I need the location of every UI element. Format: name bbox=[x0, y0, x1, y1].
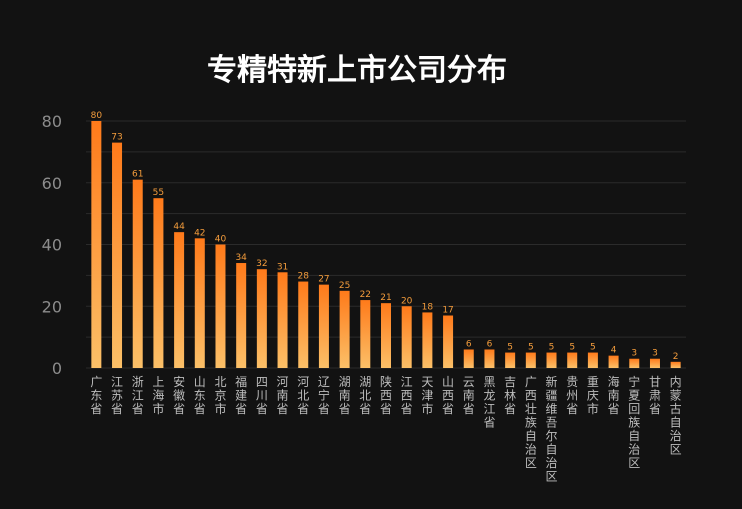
data-label: 5 bbox=[590, 343, 596, 353]
bar bbox=[670, 361, 681, 368]
x-tick-label: 河北省 bbox=[297, 375, 309, 416]
data-label: 44 bbox=[173, 222, 185, 232]
data-label: 3 bbox=[652, 349, 658, 359]
x-tick-label: 甘肃省 bbox=[649, 375, 661, 416]
bar bbox=[505, 352, 516, 368]
x-tick-label: 内蒙古自治区 bbox=[670, 375, 682, 457]
grid-lines bbox=[86, 120, 686, 369]
x-tick-label: 云南省 bbox=[463, 375, 475, 416]
bar bbox=[587, 352, 598, 368]
bar bbox=[484, 349, 495, 368]
data-label: 42 bbox=[194, 228, 205, 238]
bar bbox=[360, 300, 371, 368]
x-tick-label: 广东省 bbox=[90, 375, 102, 416]
x-tick-label: 贵州省 bbox=[566, 375, 578, 416]
data-label: 5 bbox=[569, 343, 575, 353]
data-label: 73 bbox=[111, 133, 122, 143]
bar bbox=[381, 303, 391, 368]
data-label: 4 bbox=[611, 346, 617, 356]
x-tick-label: 浙江省 bbox=[132, 375, 144, 416]
x-tick-label: 海南省 bbox=[608, 374, 620, 416]
x-tick-label: 黑龙江省 bbox=[483, 375, 495, 430]
y-tick-label: 80 bbox=[42, 112, 62, 131]
bar bbox=[649, 358, 660, 368]
x-tick-label: 四川省 bbox=[256, 375, 268, 416]
x-tick-label: 新疆维吾尔自治区 bbox=[546, 374, 558, 484]
bar bbox=[629, 358, 640, 368]
bar bbox=[174, 232, 185, 368]
data-label: 2 bbox=[673, 352, 679, 362]
data-label: 6 bbox=[487, 339, 493, 349]
data-label: 32 bbox=[256, 259, 267, 269]
data-label: 18 bbox=[422, 302, 434, 312]
y-tick-label: 60 bbox=[42, 174, 62, 193]
x-tick-label: 山东省 bbox=[194, 375, 206, 416]
x-tick-label: 江西省 bbox=[401, 375, 413, 416]
data-label: 27 bbox=[318, 275, 329, 285]
bar bbox=[277, 272, 288, 368]
x-tick-label: 宁夏回族自治区 bbox=[628, 374, 640, 470]
x-tick-label: 陕西省 bbox=[380, 374, 392, 416]
y-tick-label: 40 bbox=[42, 236, 62, 255]
y-axis-ticks: 0 20 40 60 80 bbox=[42, 112, 62, 378]
x-tick-label: 江苏省 bbox=[111, 375, 123, 416]
data-label: 80 bbox=[91, 111, 103, 121]
x-tick-label: 天津市 bbox=[421, 375, 433, 416]
data-label: 17 bbox=[442, 306, 453, 316]
data-label: 5 bbox=[549, 343, 555, 353]
data-label: 55 bbox=[153, 188, 164, 198]
bars bbox=[91, 121, 681, 368]
bar bbox=[546, 352, 557, 368]
bar bbox=[215, 244, 226, 368]
chart-title: 专精特新上市公司分布 bbox=[207, 53, 507, 88]
data-label: 21 bbox=[380, 293, 391, 303]
data-label: 25 bbox=[339, 281, 350, 291]
data-label: 5 bbox=[507, 343, 513, 353]
bar bbox=[132, 179, 143, 368]
data-label: 20 bbox=[401, 296, 413, 306]
bar bbox=[112, 142, 123, 368]
x-tick-label: 辽宁省 bbox=[318, 375, 330, 416]
bar bbox=[91, 121, 102, 368]
bar bbox=[401, 306, 412, 368]
y-tick-label: 0 bbox=[52, 359, 62, 378]
x-tick-label: 安徽省 bbox=[173, 374, 185, 416]
data-label: 22 bbox=[360, 290, 371, 300]
x-tick-label: 上海市 bbox=[152, 375, 164, 416]
bar bbox=[339, 290, 350, 368]
x-tick-label: 北京市 bbox=[214, 375, 226, 416]
bar bbox=[256, 269, 267, 368]
x-tick-label: 福建省 bbox=[235, 374, 247, 416]
bar bbox=[463, 349, 474, 368]
bar bbox=[525, 352, 536, 368]
bar bbox=[194, 238, 205, 368]
data-label: 40 bbox=[215, 235, 227, 245]
x-tick-label: 广西壮族自治区 bbox=[525, 375, 537, 470]
x-tick-label: 湖南省 bbox=[339, 374, 351, 416]
bar bbox=[608, 355, 619, 368]
x-axis-labels: 广东省江苏省浙江省上海市安徽省山东省北京市福建省四川省河南省河北省辽宁省湖南省湖… bbox=[90, 374, 681, 484]
data-label: 5 bbox=[528, 343, 534, 353]
x-tick-label: 山西省 bbox=[442, 375, 454, 416]
bar bbox=[422, 312, 433, 368]
x-tick-label: 河南省 bbox=[277, 375, 289, 416]
y-tick-label: 20 bbox=[42, 297, 62, 316]
x-tick-label: 吉林省 bbox=[504, 375, 516, 416]
bar bbox=[443, 315, 454, 368]
bar bbox=[318, 284, 329, 368]
bar bbox=[298, 281, 309, 368]
data-label: 61 bbox=[132, 170, 143, 180]
x-tick-label: 重庆市 bbox=[587, 375, 599, 416]
bar bbox=[567, 352, 578, 368]
data-label: 6 bbox=[466, 339, 472, 349]
data-label: 34 bbox=[235, 253, 247, 263]
bar bbox=[153, 198, 164, 368]
x-tick-label: 湖北省 bbox=[359, 374, 371, 416]
data-label: 31 bbox=[277, 262, 288, 272]
data-label: 28 bbox=[298, 272, 310, 282]
bar bbox=[236, 263, 247, 368]
data-label: 3 bbox=[631, 349, 637, 359]
